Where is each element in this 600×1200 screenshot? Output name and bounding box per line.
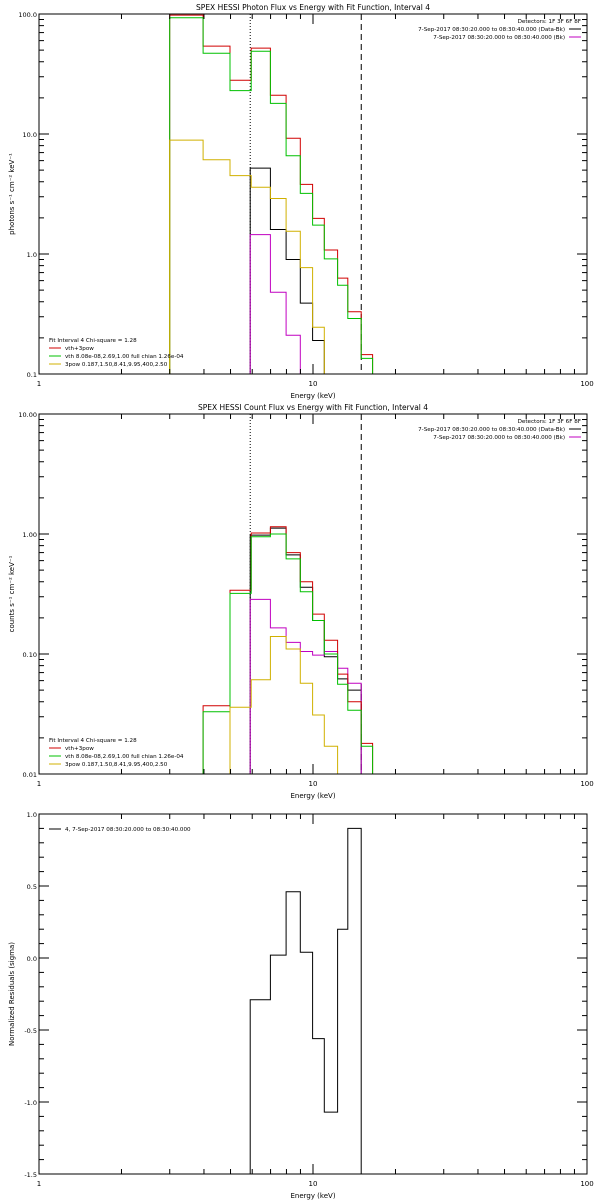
y-tick-label: 1.0	[27, 251, 37, 259]
panel-1	[38, 13, 588, 375]
legend-entry: 3pow 0.187,1.50,8.41,9.95,400,2.50	[65, 762, 168, 768]
series-group	[169, 14, 374, 374]
y-tick-label: 0.01	[23, 771, 37, 779]
legend-entry: Detectors: 1F 3F 6F 8F	[518, 419, 581, 425]
x-tick-label: 100	[580, 1180, 593, 1188]
legend-entry: 7-Sep-2017 08:30:20.000 to 08:30:40.000 …	[418, 27, 565, 33]
legend-entry: 7-Sep-2017 08:30:20.000 to 08:30:40.000 …	[433, 35, 565, 41]
y-tick-label: 1.0	[27, 811, 37, 819]
chart-title: SPEX HESSI Count Flux vs Energy with Fit…	[198, 403, 428, 412]
series-bk	[249, 598, 362, 774]
legend-entry: 7-Sep-2017 08:30:20.000 to 08:30:40.000 …	[433, 435, 565, 441]
y-axis-label: photons s⁻¹ cm⁻² keV⁻¹	[8, 153, 16, 235]
series-vth	[202, 533, 374, 774]
legend-entry: Fit Interval 4 Chi-square = 1.28	[49, 738, 137, 744]
series-vth	[169, 17, 374, 374]
x-tick-label: 10	[309, 1180, 318, 1188]
series-group	[202, 526, 374, 774]
legend-entry: 4, 7-Sep-2017 08:30:20.000 to 08:30:40.0…	[65, 827, 191, 833]
y-tick-label: -1.5	[24, 1171, 37, 1179]
legend-entry: vth 8.08e-08,2.69,1.00 full chian 1.26e-…	[65, 754, 184, 760]
x-axis-label: Energy (keV)	[290, 392, 335, 400]
legend-entry: Detectors: 1F 3F 6F 8F	[518, 19, 581, 25]
y-tick-label: 100.0	[18, 11, 37, 19]
y-tick-label: 10.00	[18, 411, 37, 419]
x-tick-label: 10	[309, 780, 318, 788]
x-tick-label: 1	[37, 1180, 41, 1188]
series-vth-3pow	[202, 526, 374, 774]
y-tick-label: 10.0	[23, 131, 37, 139]
legend-entry: 3pow 0.187,1.50,8.41,9.95,400,2.50	[65, 362, 168, 368]
y-tick-label: 0.0	[27, 955, 37, 963]
y-tick-label: -1.0	[24, 1099, 37, 1107]
y-tick-label: 1.00	[23, 531, 37, 539]
y-axis-label: counts s⁻¹ cm⁻² keV⁻¹	[8, 555, 16, 632]
legend-entry: vth+3pow	[65, 746, 94, 752]
x-tick-label: 10	[309, 380, 318, 388]
chart-title: SPEX HESSI Photon Flux vs Energy with Fi…	[196, 3, 430, 12]
y-axis-label: Normalized Residuals (sigma)	[8, 942, 16, 1046]
y-tick-label: -0.5	[24, 1027, 37, 1035]
x-tick-label: 100	[580, 380, 593, 388]
x-axis-label: Energy (keV)	[290, 792, 335, 800]
y-tick-label: 0.1	[27, 371, 37, 379]
series-group	[249, 827, 362, 1174]
x-tick-label: 1	[37, 780, 41, 788]
legend-entry: 7-Sep-2017 08:30:20.000 to 08:30:40.000 …	[418, 427, 565, 433]
legend-entry: Fit Interval 4 Chi-square = 1.28	[49, 338, 137, 344]
y-tick-label: 0.5	[27, 883, 37, 891]
x-tick-label: 1	[37, 380, 41, 388]
series-3pow	[169, 139, 325, 374]
series-bk	[249, 234, 362, 374]
y-tick-label: 0.10	[23, 651, 37, 659]
series-residuals	[249, 827, 362, 1174]
panel-3	[38, 813, 588, 1175]
x-tick-label: 100	[580, 780, 593, 788]
x-axis-label: Energy (keV)	[290, 1192, 335, 1200]
panel-2	[38, 413, 588, 775]
series-3pow	[203, 636, 339, 774]
legend-entry: vth+3pow	[65, 346, 94, 352]
legend-entry: vth 8.08e-08,2.69,1.00 full chian 1.26e-…	[65, 354, 184, 360]
